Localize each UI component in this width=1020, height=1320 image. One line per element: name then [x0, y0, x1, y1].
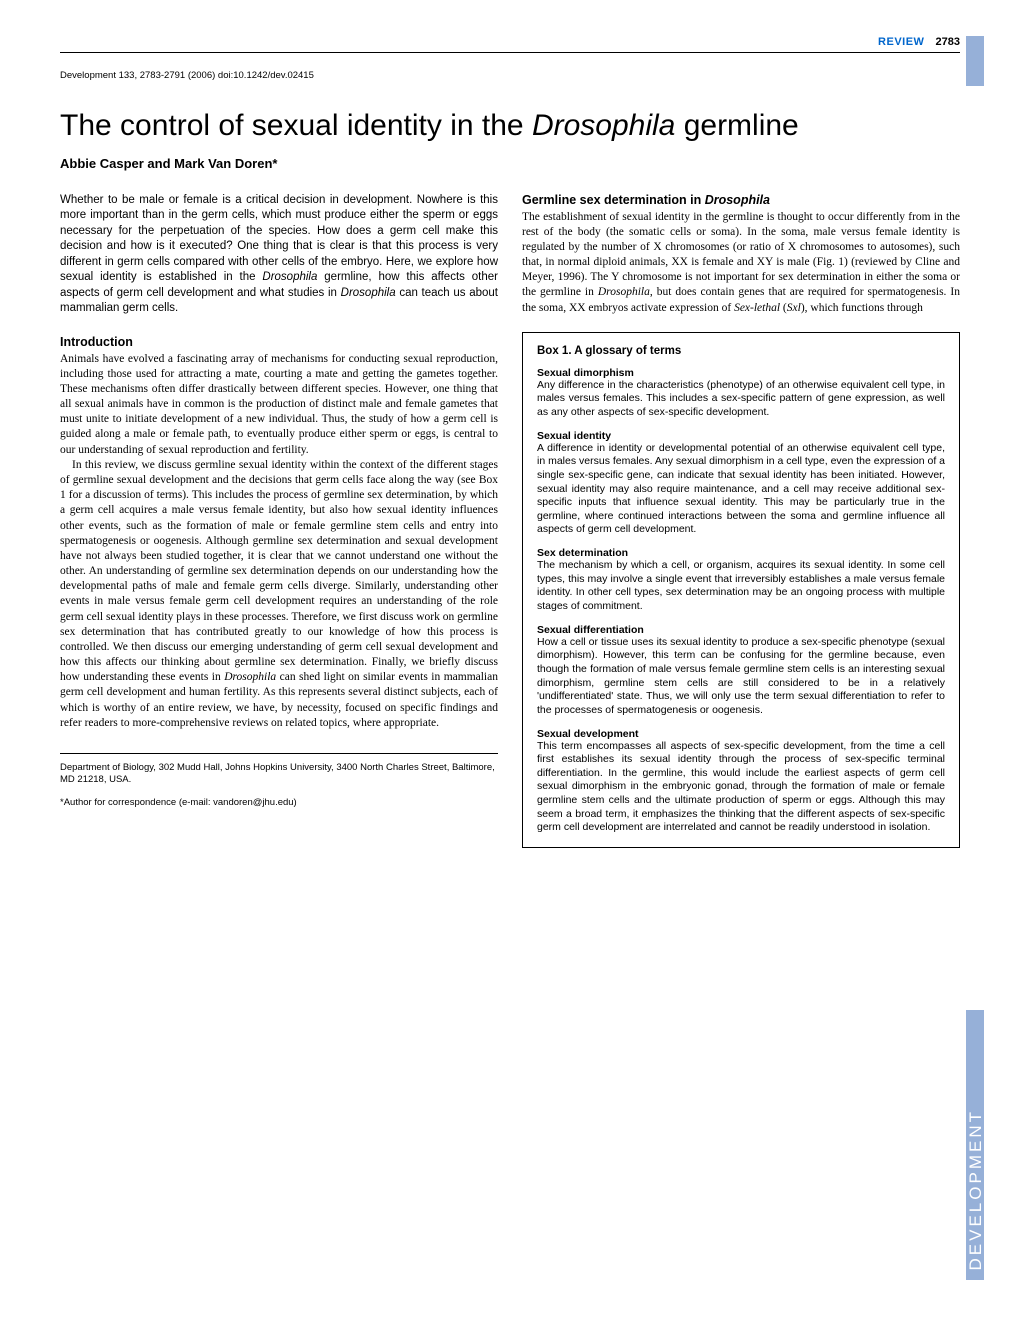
article-title: The control of sexual identity in the Dr…	[60, 109, 960, 144]
germline-heading: Germline sex determination in Drosophila	[522, 193, 960, 207]
germline-p1g: ), which functions through	[801, 302, 923, 314]
affiliation-text: Department of Biology, 302 Mudd Hall, Jo…	[60, 762, 498, 787]
box-definition: The mechanism by which a cell, or organi…	[537, 559, 945, 614]
germline-paragraph-1: The establishment of sexual identity in …	[522, 210, 960, 316]
box-definition: A difference in identity or developmenta…	[537, 442, 945, 537]
intro-p2-italic: Drosophila	[224, 671, 276, 683]
introduction-body: Animals have evolved a fascinating array…	[60, 352, 498, 731]
correspondence: *Author for correspondence (e-mail: vand…	[60, 797, 498, 808]
intro-p2-pre: In this review, we discuss germline sexu…	[60, 459, 498, 683]
right-column: Germline sex determination in Drosophila…	[522, 193, 960, 849]
page-header: REVIEW 2783	[60, 36, 960, 53]
doi-citation: Development 133, 2783-2791 (2006) doi:10…	[60, 70, 960, 81]
germline-heading-pre: Germline sex determination in	[522, 193, 705, 207]
germline-p1d: Sex-lethal	[734, 302, 780, 314]
box-term: Sexual differentiation	[537, 624, 945, 636]
affiliation-block: Department of Biology, 302 Mudd Hall, Jo…	[60, 753, 498, 787]
box-term: Sex determination	[537, 547, 945, 559]
intro-paragraph-1: Animals have evolved a fascinating array…	[60, 352, 498, 458]
box-term: Sexual dimorphism	[537, 367, 945, 379]
box-term: Sexual identity	[537, 430, 945, 442]
box-definition: This term encompasses all aspects of sex…	[537, 740, 945, 835]
authors: Abbie Casper and Mark Van Doren*	[60, 156, 960, 171]
review-label: REVIEW	[878, 36, 924, 48]
journal-side-label: DEVELOPMENT	[966, 1109, 984, 1270]
box-title: Box 1. A glossary of terms	[537, 345, 945, 357]
germline-p1b: Drosophila	[598, 286, 650, 298]
box-definition: How a cell or tissue uses its sexual ide…	[537, 636, 945, 718]
title-text-pre: The control of sexual identity in the	[60, 109, 532, 142]
introduction-heading: Introduction	[60, 335, 498, 349]
left-column: Whether to be male or female is a critic…	[60, 193, 498, 849]
glossary-box: Box 1. A glossary of terms Sexual dimorp…	[522, 332, 960, 848]
germline-p1f: Sxl	[787, 302, 801, 314]
intro-paragraph-2: In this review, we discuss germline sexu…	[60, 458, 498, 731]
content-columns: Whether to be male or female is a critic…	[60, 193, 960, 849]
abstract-italic: Drosophila	[262, 271, 317, 283]
abstract-italic: Drosophila	[341, 287, 396, 299]
germline-p1e: (	[780, 302, 787, 314]
title-text-post: germline	[675, 109, 798, 142]
germline-body: The establishment of sexual identity in …	[522, 210, 960, 316]
page-number: 2783	[936, 36, 960, 48]
abstract-part: Whether to be male or female is a critic…	[60, 194, 498, 284]
box-definition: Any difference in the characteristics (p…	[537, 379, 945, 420]
header-accent-bar	[966, 36, 984, 86]
germline-heading-italic: Drosophila	[705, 193, 770, 207]
abstract: Whether to be male or female is a critic…	[60, 193, 498, 317]
box-term: Sexual development	[537, 728, 945, 740]
title-italic: Drosophila	[532, 109, 675, 142]
